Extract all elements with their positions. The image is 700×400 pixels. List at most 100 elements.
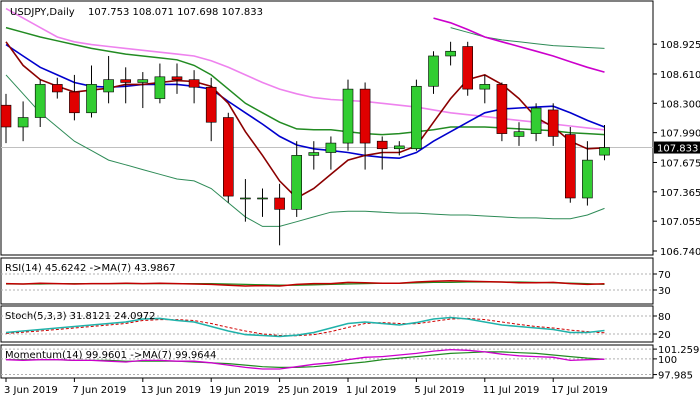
candle-body-bull <box>530 107 542 134</box>
momentum-label: Momentum(14) 99.9601 ->MA(7) 99.9644 <box>5 350 216 361</box>
price-tick-label: 107.675 <box>660 158 700 169</box>
candle <box>564 126 576 203</box>
price-tick-label: 108.610 <box>660 70 700 81</box>
candle <box>17 101 29 142</box>
candle <box>582 141 593 206</box>
candle <box>240 179 251 222</box>
date-tick-label: 25 Jun 2019 <box>278 385 338 396</box>
candle <box>547 103 559 146</box>
date-tick-label: 13 Jun 2019 <box>141 385 201 396</box>
candle <box>513 122 525 146</box>
candle-body-bull <box>291 155 303 210</box>
candle-body-bull <box>137 79 149 83</box>
price-tick-label: 107.990 <box>660 129 700 140</box>
stoch-label: Stoch(5,3,3) 31.8121 24.0972 <box>5 311 156 322</box>
candle <box>325 136 337 170</box>
candle <box>599 124 610 161</box>
candle <box>411 79 422 151</box>
candle-body-bear <box>223 117 234 197</box>
candle-body-bull <box>479 84 491 90</box>
price-tick-label: 106.740 <box>660 247 700 258</box>
momentum-panel: Momentum(14) 99.9601 ->MA(7) 99.9644 101… <box>0 344 700 382</box>
candle-body-bull <box>393 145 405 150</box>
candle <box>291 141 303 217</box>
stoch-tick-label: 20 <box>658 330 671 341</box>
candle-body-bear <box>274 197 285 210</box>
candle-body-bull <box>599 147 610 156</box>
candle-body-bear <box>0 104 12 128</box>
date-tick-label: 1 Jul 2019 <box>346 385 396 396</box>
date-tick-label: 3 Jun 2019 <box>4 385 58 396</box>
candle <box>120 67 131 104</box>
current-price-marker: 107.833 <box>654 141 700 155</box>
rsi-label: RSI(14) 45.6242 ->MA(7) 43.9867 <box>5 263 176 274</box>
candle-body-bear <box>462 46 474 90</box>
candle <box>376 136 388 170</box>
candle <box>530 103 542 142</box>
candle-body-bear <box>205 86 217 123</box>
candle <box>103 55 114 104</box>
candle <box>308 141 320 170</box>
momentum-axis: 101.2597100 97.985 <box>653 345 700 382</box>
stoch-panel: Stoch(5,3,3) 31.8121 24.0972 80 20 <box>0 305 671 343</box>
candle-body-bear <box>171 76 183 80</box>
date-tick-label: 5 Jul 2019 <box>414 385 464 396</box>
candle-body-bull <box>154 76 166 99</box>
candle-body-bear <box>69 91 80 114</box>
candle <box>137 72 149 109</box>
stoch-axis: 80 20 <box>653 312 671 341</box>
candle-body-bull <box>428 55 439 87</box>
candle-body-bear <box>376 140 388 150</box>
date-tick-label: 11 Jul 2019 <box>483 385 540 396</box>
candle-body-bull <box>325 142 337 153</box>
candle <box>51 77 63 99</box>
price-tick-label: 108.925 <box>660 40 700 51</box>
candle <box>393 141 405 156</box>
candle-body-bull <box>34 84 46 118</box>
current-price-label: 107.833 <box>657 144 698 155</box>
momentum-tick-label: 100 <box>658 355 677 366</box>
candle-body-bear <box>547 109 559 137</box>
candle <box>359 82 371 170</box>
momentum-ma-line <box>6 351 605 368</box>
candle-body-bull <box>582 159 593 199</box>
price-tick-label: 108.300 <box>660 99 700 110</box>
ma-long-line <box>433 17 605 73</box>
candle <box>69 74 80 121</box>
candle <box>34 79 46 127</box>
date-tick-label: 7 Jun 2019 <box>72 385 126 396</box>
date-axis: 3 Jun 2019 7 Jun 2019 13 Jun 2019 19 Jun 20… <box>4 378 608 396</box>
candle <box>205 77 217 142</box>
candle-body-bull <box>240 197 251 200</box>
candle <box>342 79 354 151</box>
candle <box>223 112 234 203</box>
rsi-line <box>5 280 605 287</box>
candle <box>496 82 508 142</box>
candle-body-bull <box>103 79 114 93</box>
candle <box>428 51 439 94</box>
main-price-panel: 108.925 108.610 108.300 107.990 107.675 107.3… <box>0 0 700 258</box>
candle-body-bull <box>86 84 97 114</box>
candle-body-bull <box>308 152 320 156</box>
candle-body-bull <box>17 117 29 128</box>
candle <box>86 65 97 118</box>
candle-body-bull <box>257 197 268 200</box>
momentum-tick-label: 97.985 <box>658 371 693 382</box>
candle-body-bear <box>564 134 576 199</box>
candle <box>171 63 183 94</box>
bollinger-lower-line <box>5 74 605 227</box>
price-tick-label: 107.365 <box>660 188 700 199</box>
candle-body-bear <box>51 84 63 93</box>
candle <box>257 188 268 217</box>
candle-body-bear <box>120 79 131 83</box>
candle-body-bear <box>359 88 371 144</box>
stoch-k-line <box>5 316 605 338</box>
momentum-line <box>5 348 605 370</box>
candle <box>462 41 474 96</box>
candle-body-bull <box>513 131 525 137</box>
candle-body-bear <box>188 79 200 88</box>
candle <box>154 63 166 104</box>
ohlc-label: 107.753 108.071 107.698 107.833 <box>88 7 263 18</box>
momentum-tick-label: 101.2597 <box>658 345 700 356</box>
